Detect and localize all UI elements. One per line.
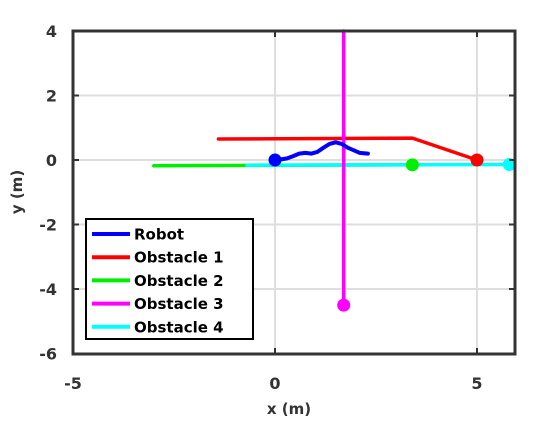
series-line-obstacle-4 [244,162,512,167]
legend-label-obstacle-4: Obstacle 4 [134,318,224,336]
marker-robot [268,153,282,167]
y-tick-label: -2 [39,216,57,235]
legend-label-obstacle-1: Obstacle 1 [134,249,224,267]
x-axis-label: x (m) [267,400,311,418]
legend-entries: Robot Obstacle 1 Obstacle 2 Obstacle 3 Obsta… [92,226,224,336]
x-tick-label: 0 [269,374,280,393]
marker-obstacle-4 [502,158,516,172]
legend: Robot Obstacle 1 Obstacle 2 Obstacle 3 Obsta… [85,218,254,340]
y-tick-label: 0 [46,151,57,170]
legend-label-obstacle-2: Obstacle 2 [134,272,224,290]
y-tick-label: -6 [39,345,57,364]
tick-labels: -5 0 5 -6 -4 -2 0 2 4 [39,22,482,393]
series-group [152,29,512,307]
legend-label-obstacle-3: Obstacle 3 [134,295,224,313]
y-tick-label: 2 [46,87,57,106]
legend-label-robot: Robot [134,226,184,244]
marker-obstacle-1 [470,153,484,167]
ticks [72,30,515,355]
y-tick-label: -4 [39,280,57,299]
marker-obstacle-3 [337,298,351,312]
marker-group [268,153,516,312]
series-line-obstacle-1 [216,136,479,162]
x-tick-label: 5 [471,374,482,393]
plot-frame [71,29,517,356]
y-axis-label: y (m) [8,170,26,214]
marker-obstacle-2 [405,158,419,172]
y-tick-label: 4 [46,22,57,41]
x-tick-label: -5 [64,374,82,393]
series-line-robot [273,140,370,162]
